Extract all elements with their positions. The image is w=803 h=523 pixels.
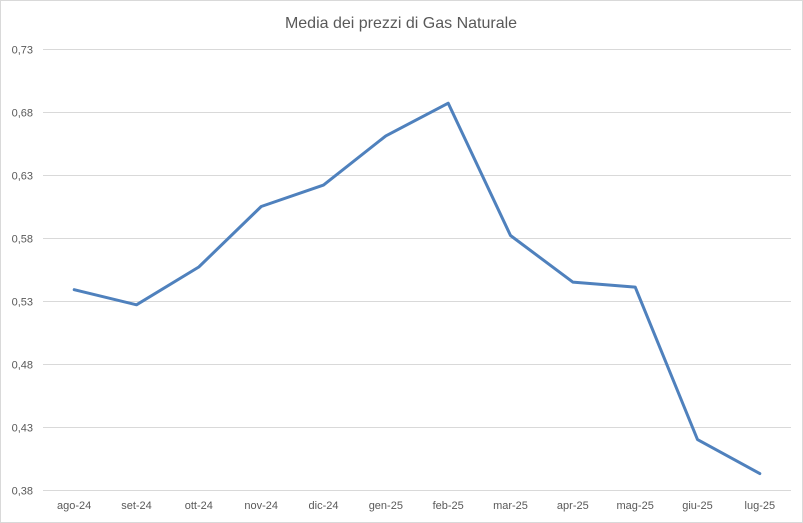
y-tick-label: 0,58: [12, 234, 33, 246]
x-tick-label: feb-25: [433, 500, 464, 512]
x-tick-label: ago-24: [57, 500, 91, 512]
x-tick-label: nov-24: [244, 500, 278, 512]
y-tick-label: 0,38: [12, 486, 33, 498]
chart-title: Media dei prezzi di Gas Naturale: [285, 15, 517, 32]
x-tick-label: giu-25: [682, 500, 713, 512]
y-tick-label: 0,53: [12, 297, 33, 309]
x-axis-tick-labels: ago-24 set-24 ott-24 nov-24 dic-24 gen-25 feb-…: [57, 500, 775, 512]
series-layer: [72, 101, 762, 476]
y-axis-tick-labels: 0,38 0,43 0,48 0,53 0,58 0,63 0,68 0,73: [12, 45, 33, 498]
y-tick-label: 0,63: [12, 171, 33, 183]
series-line: [72, 101, 762, 476]
x-tick-label: set-24: [121, 500, 152, 512]
y-tick-label: 0,73: [12, 45, 33, 57]
x-tick-label: apr-25: [557, 500, 589, 512]
x-tick-label: mar-25: [493, 500, 528, 512]
y-tick-label: 0,68: [12, 108, 33, 120]
x-tick-label: dic-24: [309, 500, 339, 512]
x-tick-label: gen-25: [369, 500, 403, 512]
gridlines: [43, 49, 791, 491]
x-tick-label: lug-25: [745, 500, 776, 512]
x-tick-label: ott-24: [185, 500, 213, 512]
y-tick-label: 0,43: [12, 423, 33, 435]
x-tick-label: mag-25: [617, 500, 654, 512]
y-tick-label: 0,48: [12, 360, 33, 372]
